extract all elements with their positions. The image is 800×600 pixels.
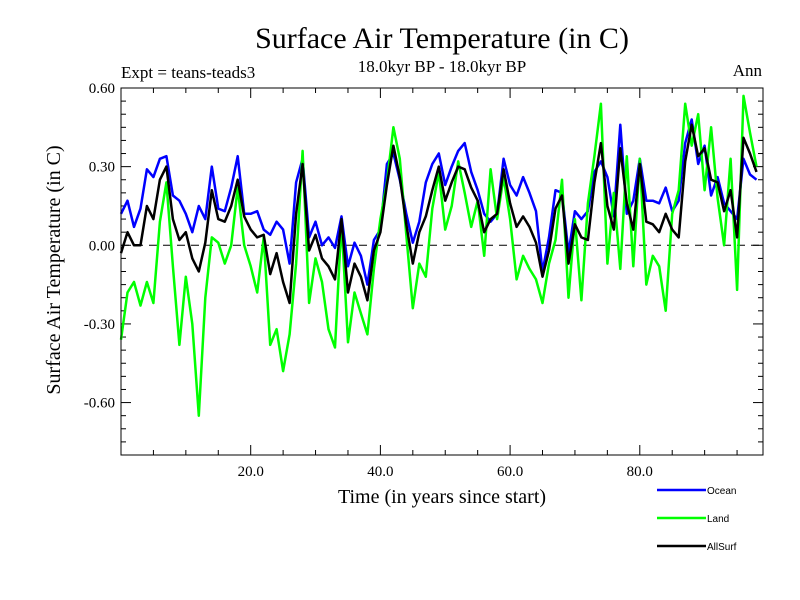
x-tick-label: 20.0 <box>238 464 264 480</box>
expt-label: Expt = teans-teads3 <box>121 63 255 82</box>
y-tick-label: 0.60 <box>89 81 115 97</box>
legend-label-ocean: Ocean <box>707 486 736 497</box>
series-lines <box>119 94 758 417</box>
series-line-allsurf <box>119 123 758 305</box>
y-tick-label: -0.60 <box>84 396 115 412</box>
y-axis-label: Surface Air Temperature (in C) <box>43 145 65 394</box>
x-tick-label: 40.0 <box>367 464 393 480</box>
chart-title: Surface Air Temperature (in C) <box>255 22 629 55</box>
plot-frame <box>120 87 764 456</box>
chart-subtitle: 18.0kyr BP - 18.0kyr BP <box>358 57 526 76</box>
legend-label-land: Land <box>707 514 729 525</box>
y-tick-label: 0.30 <box>89 160 115 176</box>
series-line-ocean <box>119 118 758 286</box>
y-tick-label: 0.00 <box>89 238 115 254</box>
x-tick-label: 60.0 <box>497 464 523 480</box>
legend-label-allsurf: AllSurf <box>707 542 737 553</box>
axis-ticks: 0.60 0.30 0.00 -0.30 -0.60 20.0 40.0 60.0 80.0 <box>84 81 763 480</box>
x-axis-label: Time (in years since start) <box>338 486 546 508</box>
y-tick-label: -0.30 <box>84 317 115 333</box>
x-tick-label: 80.0 <box>627 464 653 480</box>
legend: Ocean Land AllSurf <box>657 486 737 553</box>
period-label: Ann <box>733 61 763 80</box>
